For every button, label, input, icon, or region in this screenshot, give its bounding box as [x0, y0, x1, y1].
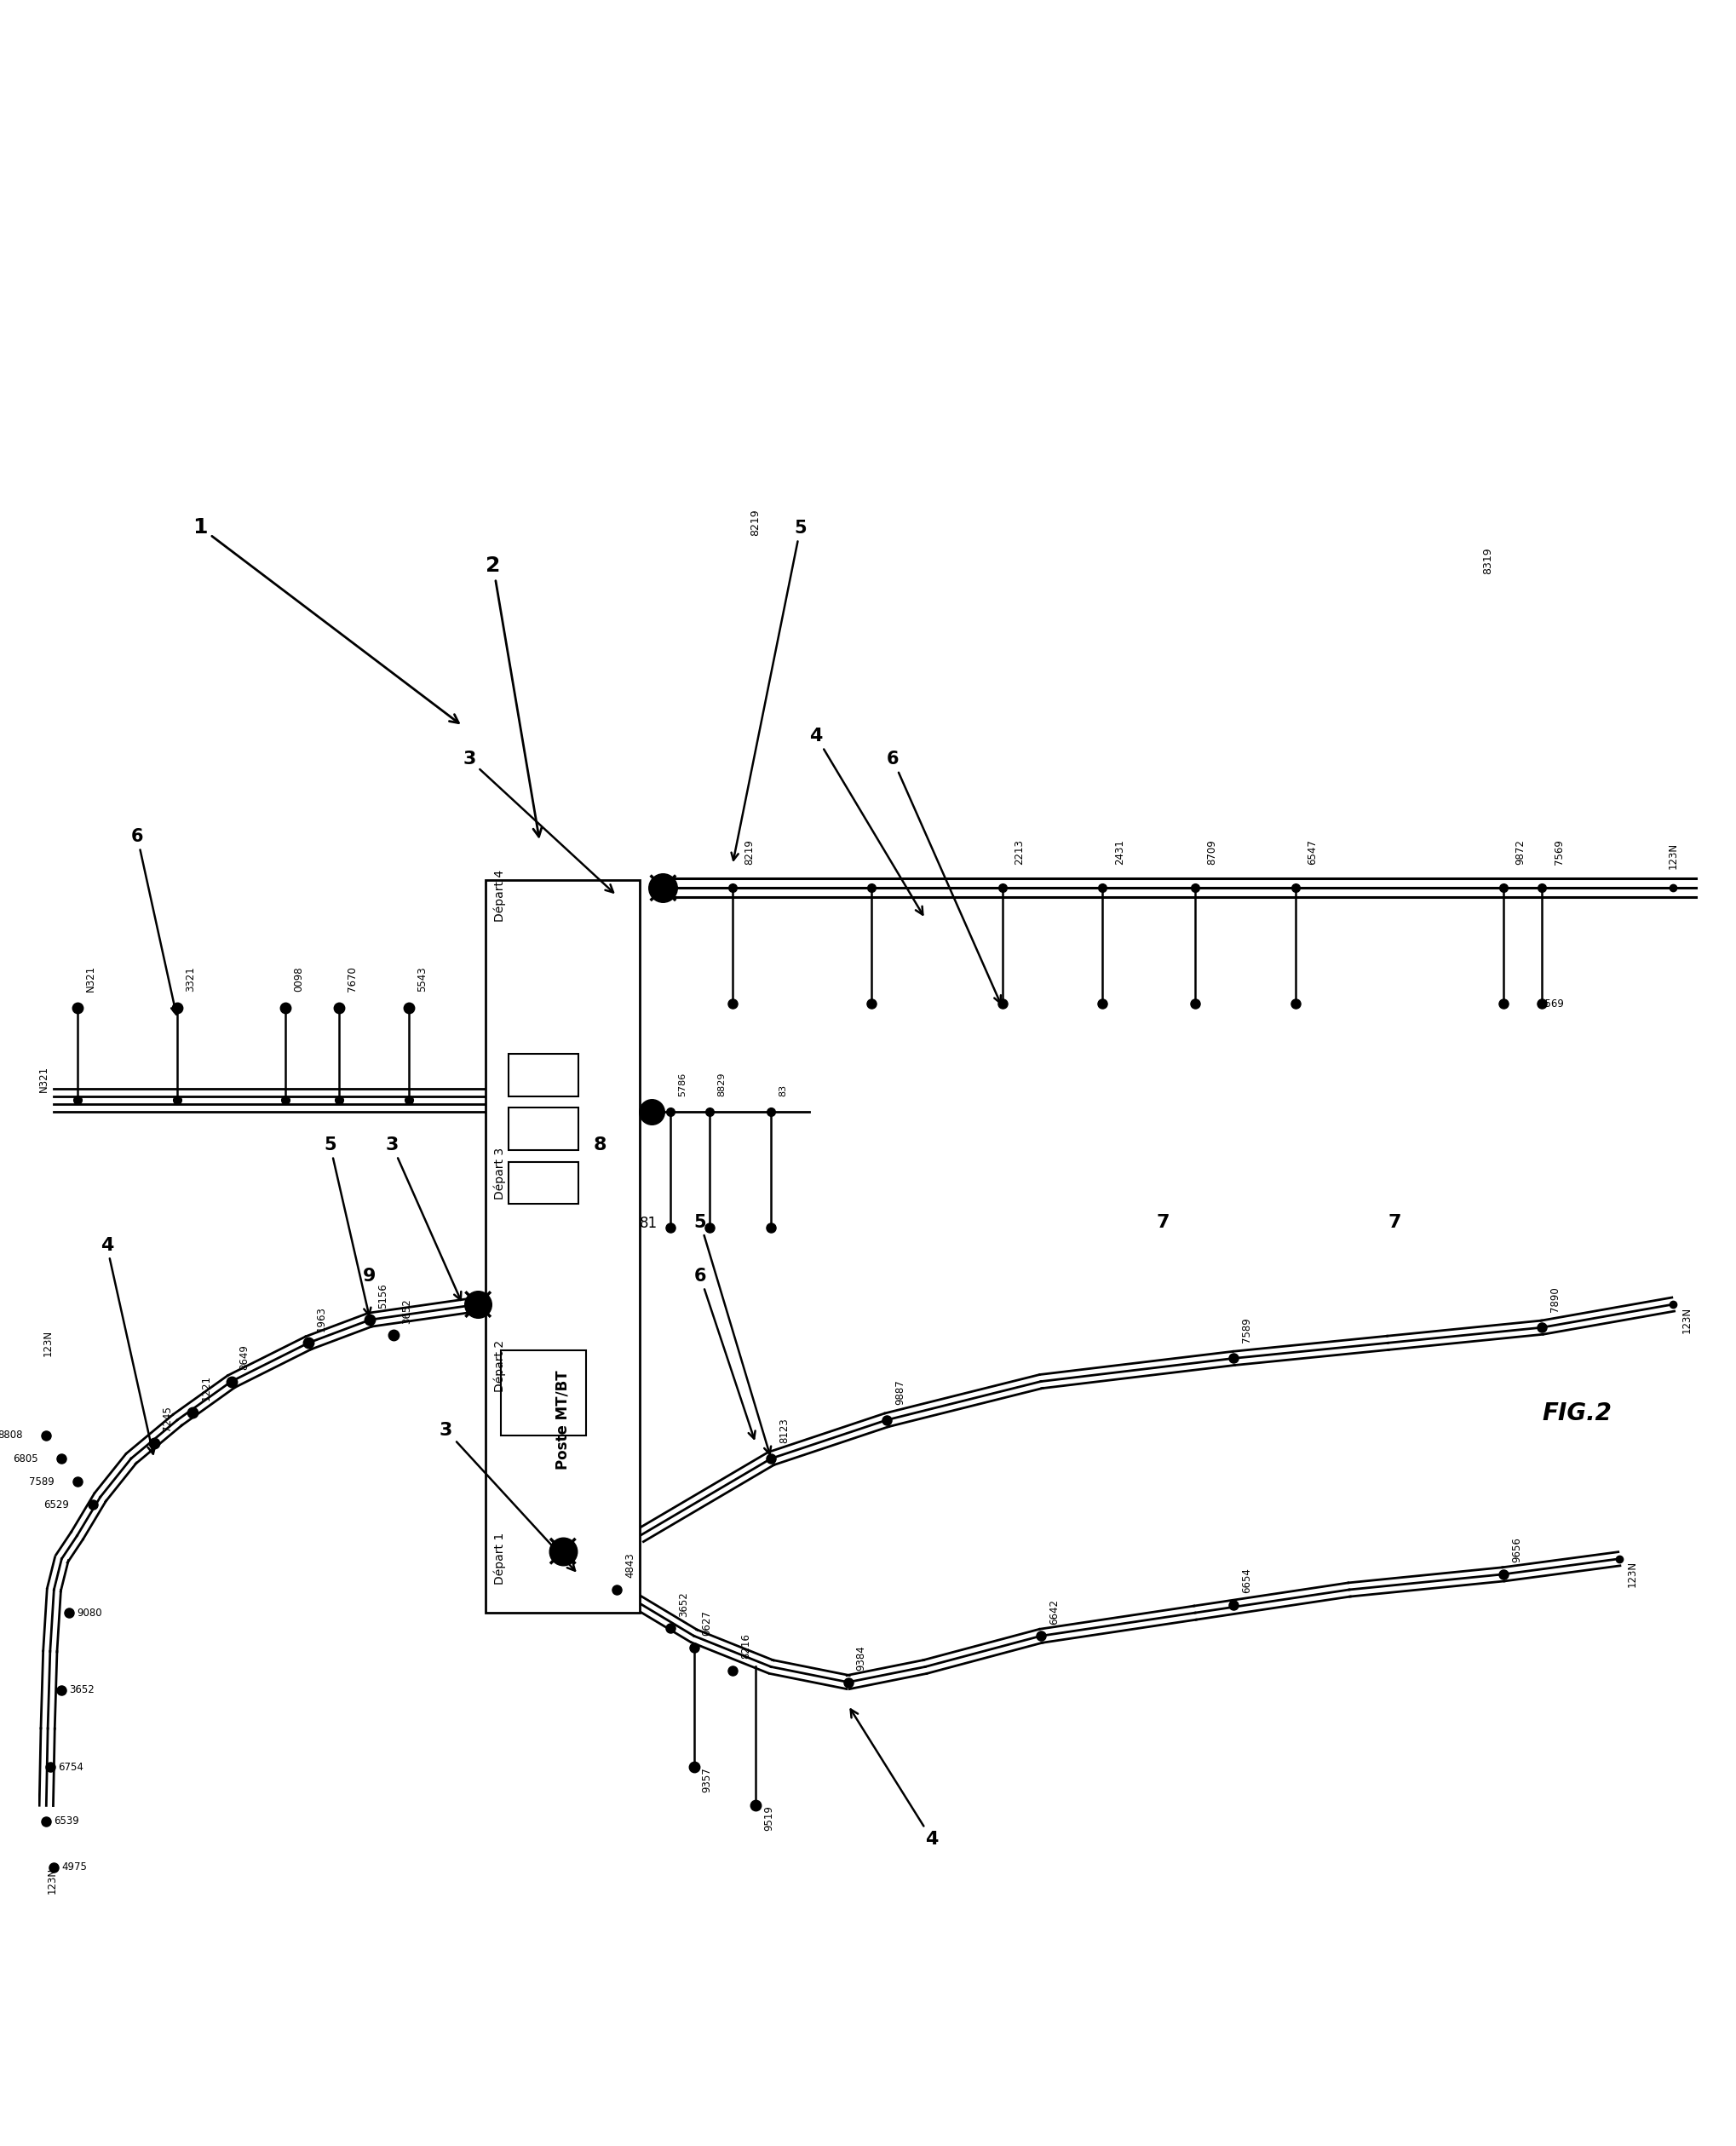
Text: 3: 3 — [439, 1423, 575, 1571]
Text: N321: N321 — [38, 1067, 50, 1092]
Text: 3652: 3652 — [679, 1592, 689, 1616]
Text: 123N: 123N — [47, 1867, 57, 1893]
Text: 5: 5 — [694, 1215, 771, 1455]
Text: 4: 4 — [101, 1236, 155, 1455]
Text: 4: 4 — [809, 727, 924, 914]
Text: 8219: 8219 — [750, 509, 760, 536]
Text: 4975: 4975 — [62, 1863, 87, 1873]
Text: 4: 4 — [851, 1710, 939, 1848]
Text: 7: 7 — [1387, 1215, 1401, 1230]
Text: 7670: 7670 — [347, 966, 358, 991]
FancyBboxPatch shape — [502, 1350, 587, 1436]
Text: 5156: 5156 — [378, 1283, 389, 1309]
Text: 5: 5 — [325, 1137, 372, 1315]
Text: 9872: 9872 — [1516, 839, 1526, 865]
Text: 2431: 2431 — [1115, 839, 1125, 865]
Text: 7569: 7569 — [1538, 998, 1564, 1009]
Text: 3652: 3652 — [69, 1685, 95, 1695]
Text: 5: 5 — [731, 519, 807, 861]
Text: N321: N321 — [85, 966, 95, 991]
Text: 6805: 6805 — [14, 1453, 38, 1464]
Text: Départ 1: Départ 1 — [493, 1532, 505, 1586]
Text: Départ 4: Départ 4 — [493, 869, 505, 921]
Text: 5786: 5786 — [679, 1073, 687, 1097]
Text: 7: 7 — [1156, 1215, 1170, 1230]
Text: 123N: 123N — [1627, 1560, 1639, 1588]
Text: 8219: 8219 — [745, 839, 755, 865]
FancyBboxPatch shape — [509, 1107, 578, 1150]
Text: 9384: 9384 — [856, 1646, 866, 1670]
Text: 4843: 4843 — [625, 1554, 635, 1577]
Text: 9887: 9887 — [894, 1380, 906, 1406]
Text: 9: 9 — [363, 1268, 375, 1285]
Text: 7589: 7589 — [1241, 1318, 1252, 1343]
Text: 9656: 9656 — [1512, 1537, 1522, 1562]
Text: 83: 83 — [779, 1084, 786, 1097]
Text: 7890: 7890 — [1550, 1288, 1561, 1311]
Text: 5543: 5543 — [417, 968, 427, 991]
Text: 3652: 3652 — [401, 1298, 411, 1324]
Text: 8829: 8829 — [717, 1071, 726, 1097]
Text: 7569: 7569 — [1554, 839, 1564, 865]
FancyBboxPatch shape — [509, 1161, 578, 1204]
Text: 6: 6 — [694, 1268, 755, 1438]
Text: 123N: 123N — [1680, 1307, 1693, 1333]
Text: 6754: 6754 — [57, 1762, 83, 1773]
Text: 8649: 8649 — [240, 1343, 250, 1369]
Text: 6: 6 — [887, 751, 1000, 1002]
Text: 3321: 3321 — [186, 966, 196, 991]
Text: 9080: 9080 — [76, 1607, 102, 1618]
Text: 2213: 2213 — [1014, 839, 1024, 865]
Text: 6547: 6547 — [1307, 839, 1318, 865]
Text: 1221: 1221 — [200, 1376, 212, 1401]
Text: 8216: 8216 — [740, 1633, 752, 1659]
Text: 6539: 6539 — [54, 1816, 80, 1826]
Text: 2: 2 — [486, 556, 542, 837]
Text: 7245: 7245 — [161, 1406, 174, 1431]
Text: 0098: 0098 — [293, 968, 304, 991]
Text: 1: 1 — [193, 517, 458, 723]
Text: FIG.2: FIG.2 — [1542, 1401, 1611, 1425]
Text: 6654: 6654 — [1241, 1569, 1252, 1594]
Text: 1963: 1963 — [316, 1307, 326, 1331]
Text: 6529: 6529 — [43, 1500, 69, 1511]
Text: 8: 8 — [594, 1137, 608, 1155]
Text: Départ 3: Départ 3 — [493, 1148, 505, 1200]
Text: 123N: 123N — [1668, 841, 1679, 869]
Text: 6642: 6642 — [1049, 1599, 1059, 1625]
Text: 6: 6 — [130, 828, 179, 1015]
Text: 9357: 9357 — [701, 1766, 713, 1792]
FancyBboxPatch shape — [509, 1054, 578, 1097]
Text: 8319: 8319 — [1483, 547, 1493, 575]
Text: 81: 81 — [641, 1215, 658, 1230]
Text: 9519: 9519 — [764, 1805, 774, 1831]
Text: 3: 3 — [385, 1137, 462, 1300]
Text: Poste MT/BT: Poste MT/BT — [556, 1371, 571, 1470]
Text: 8123: 8123 — [779, 1419, 790, 1442]
Text: 8808: 8808 — [0, 1429, 23, 1440]
FancyBboxPatch shape — [486, 880, 641, 1614]
Text: Départ 2: Départ 2 — [493, 1339, 505, 1393]
Text: 7589: 7589 — [28, 1476, 54, 1487]
Text: 0627: 0627 — [701, 1610, 713, 1635]
Text: 123N: 123N — [42, 1331, 54, 1356]
Text: 3: 3 — [462, 751, 613, 893]
Text: 8709: 8709 — [1207, 839, 1217, 865]
